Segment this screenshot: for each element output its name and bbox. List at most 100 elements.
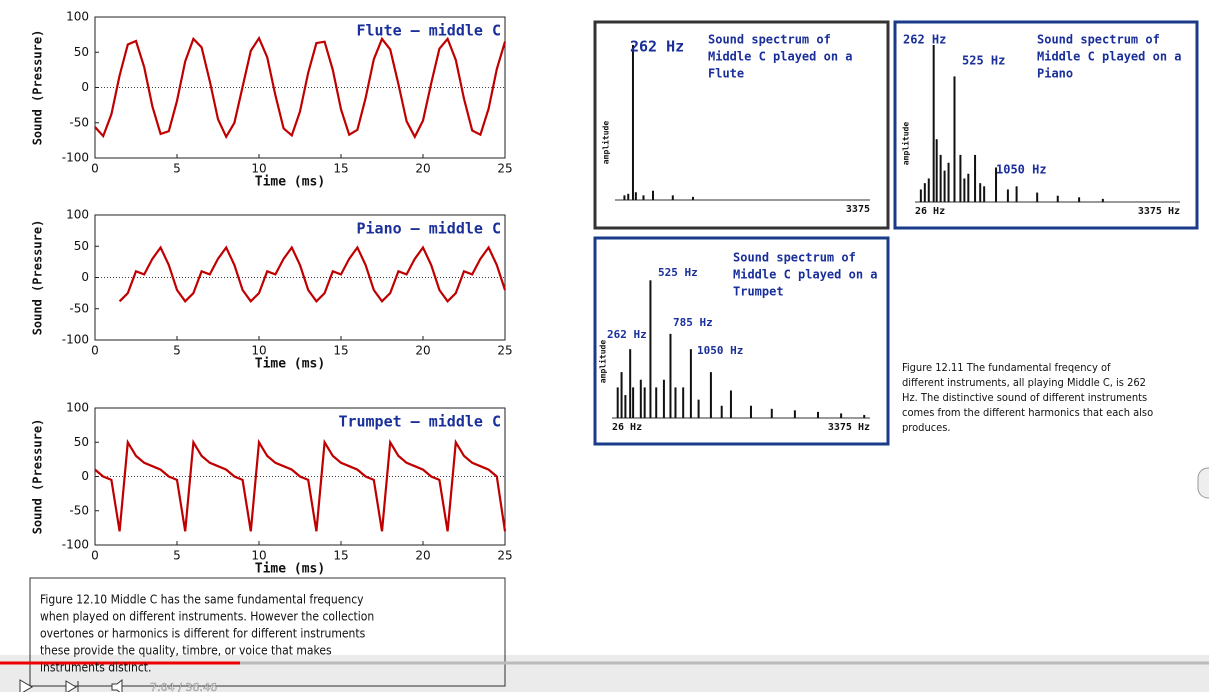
spectrum-bar: [634, 192, 637, 200]
spectrum-bar: [1015, 186, 1018, 202]
spectrum-title: Sound spectrum of: [708, 33, 831, 47]
peak-label: 525 Hz: [962, 54, 1005, 68]
spectrum-bar: [651, 190, 654, 200]
peak-label: 525 Hz: [658, 266, 698, 279]
spectrum-bar: [967, 173, 970, 202]
x-tick-label: 10: [251, 344, 266, 358]
peak-label: 262 Hz: [903, 33, 946, 47]
caption-line: comes from the different harmonics that …: [902, 406, 1153, 419]
caption-line: Hz. The distinctive sound of different i…: [902, 391, 1147, 404]
spectrum-bar: [671, 195, 674, 200]
y-tick-label: 50: [74, 239, 89, 253]
y-tick-label: 0: [81, 80, 89, 94]
spectrum-title: Sound spectrum of: [733, 251, 856, 265]
spectrum-bar: [816, 411, 819, 418]
x-tick-label: 20: [415, 549, 430, 563]
x-tick-label: 10: [251, 549, 266, 563]
spectrum-bar: [697, 399, 700, 418]
volume-button[interactable]: [111, 678, 123, 692]
x-tick-label: 25: [497, 344, 512, 358]
spectrum-bar: [627, 193, 630, 200]
peak-label: 785 Hz: [673, 316, 713, 329]
x-tick-label: 25: [497, 549, 512, 563]
spectrum-bar: [1101, 198, 1104, 202]
play-button[interactable]: [19, 679, 33, 692]
side-button[interactable]: [1197, 467, 1209, 499]
spectrum-bar: [932, 45, 935, 202]
spectrum-bar: [974, 154, 977, 202]
spectrum-bar: [935, 139, 938, 202]
caption-line: different instruments, all playing Middl…: [902, 376, 1146, 389]
y-axis-label: amplitude: [598, 340, 608, 384]
x-tick-label: 20: [415, 162, 430, 176]
player-bar: [0, 655, 1209, 692]
spectrum-bar: [639, 379, 642, 418]
peak-label: 1050 Hz: [697, 344, 743, 357]
spectrum-bar: [959, 154, 962, 202]
spectrum-bar: [979, 183, 982, 202]
spectrum-bar: [863, 414, 866, 418]
spectrum-bar: [669, 333, 672, 418]
spectrum-bar: [649, 280, 652, 418]
chart-title: Piano – middle C: [357, 220, 502, 238]
x-axis-label: Time (ms): [255, 175, 325, 190]
y-tick-label: -50: [69, 115, 89, 129]
spectrum-bar: [729, 390, 732, 418]
x-axis-label: Time (ms): [255, 357, 325, 372]
spectrum-bar: [616, 387, 619, 418]
caption-line: produces.: [902, 421, 951, 434]
spectrum-bar: [943, 170, 946, 202]
y-tick-label: -100: [62, 333, 89, 347]
y-tick-label: 50: [74, 45, 89, 59]
spectrum-title: Flute: [708, 67, 744, 81]
spectrum-title: Middle C played on a: [1037, 50, 1182, 64]
spectrum-bar: [927, 178, 930, 202]
caption-box: [29, 577, 506, 687]
caption-line: when played on different instruments. Ho…: [40, 610, 374, 624]
spectrum-bar: [939, 154, 942, 202]
y-tick-label: 100: [66, 10, 89, 24]
time-display: 7:04 / 36:46: [150, 681, 217, 692]
next-button[interactable]: [65, 680, 79, 692]
peak-label: 262 Hz: [607, 328, 647, 341]
spectrum-bar: [674, 387, 677, 418]
caption-line: these provide the quality, timbre, or vo…: [40, 644, 332, 658]
chart-title: Flute – middle C: [357, 22, 502, 40]
y-axis-label: amplitude: [601, 121, 611, 165]
spectrum-title: Piano: [1037, 67, 1073, 81]
spectrum-bar: [620, 372, 623, 418]
spectrum-bar: [691, 196, 694, 200]
spectrum-bar: [840, 413, 843, 418]
waveform: [118, 245, 507, 303]
spectrum-bar: [1056, 195, 1059, 202]
spectrum-bar: [947, 162, 950, 202]
spectrum-title: Middle C played on a: [708, 50, 853, 64]
caption-line: overtones or harmonics is different for …: [40, 627, 366, 641]
y-axis-label: amplitude: [901, 122, 911, 166]
spectrum-bar: [643, 387, 646, 418]
x-tick-label: 0: [91, 344, 99, 358]
spectrum-bar: [629, 349, 632, 418]
spectrum-bar: [923, 183, 926, 202]
y-tick-label: -100: [62, 538, 89, 552]
spectrum-bar: [689, 349, 692, 418]
spectrum-bar: [682, 387, 685, 418]
y-tick-label: 100: [66, 208, 89, 222]
x-tick-label: 20: [415, 344, 430, 358]
waveform: [94, 35, 507, 140]
x-tick-label: 15: [333, 344, 348, 358]
x-tick-label: 5: [173, 162, 181, 176]
spectrum-bar: [919, 189, 922, 202]
spectrum-box: [593, 20, 890, 230]
x-tick-label: 3375 Hz: [828, 422, 870, 433]
spectrum-bar: [983, 186, 986, 202]
y-axis-label: Sound (Pressure): [31, 220, 45, 336]
x-tick-label: 15: [333, 162, 348, 176]
y-axis-label: Sound (Pressure): [31, 419, 45, 535]
x-tick-label: 0: [91, 549, 99, 563]
spectrum-bar: [749, 405, 752, 418]
x-tick-label: 25: [497, 162, 512, 176]
x-tick-label: 15: [333, 549, 348, 563]
spectrum-bar: [720, 405, 723, 418]
